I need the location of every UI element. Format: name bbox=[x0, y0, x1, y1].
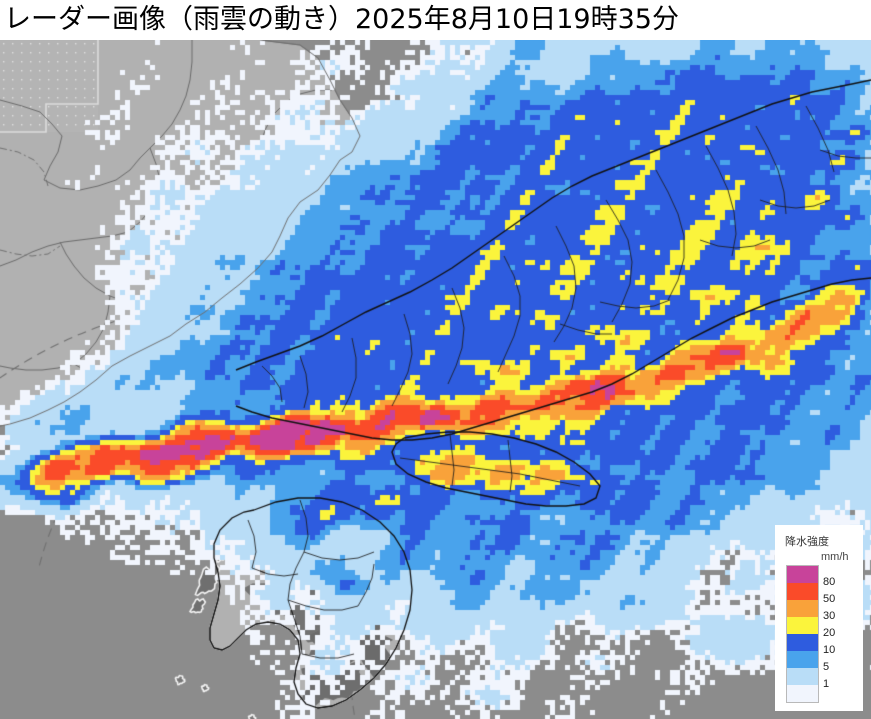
radar-map-canvas[interactable] bbox=[0, 40, 871, 719]
legend-swatch-6 bbox=[787, 668, 818, 685]
legend-swatch-0 bbox=[787, 566, 818, 583]
page-title: レーダー画像（雨雲の動き）2025年8月10日19時35分 bbox=[4, 4, 679, 35]
legend-swatch-1 bbox=[787, 583, 818, 600]
legend-tick-80: 80 bbox=[823, 576, 836, 588]
legend-unit-label: mm/h bbox=[821, 551, 849, 563]
legend-swatch-2 bbox=[787, 600, 818, 617]
legend-swatch-5 bbox=[787, 651, 818, 668]
legend-tick-30: 30 bbox=[823, 610, 836, 622]
legend-tick-1: 1 bbox=[823, 678, 830, 690]
legend-swatch-4 bbox=[787, 634, 818, 651]
legend-color-bar bbox=[786, 565, 819, 703]
legend-tick-50: 50 bbox=[823, 593, 836, 605]
legend-swatch-3 bbox=[787, 617, 818, 634]
legend-title: 降水強度 bbox=[785, 535, 829, 548]
legend-swatch-7 bbox=[787, 685, 818, 702]
legend-tick-10: 10 bbox=[823, 644, 836, 656]
precipitation-legend: 降水強度 mm/h 80 50 30 20 10 5 1 bbox=[775, 525, 863, 711]
legend-tick-20: 20 bbox=[823, 627, 836, 639]
title-bar: レーダー画像（雨雲の動き）2025年8月10日19時35分 bbox=[0, 0, 871, 40]
legend-tick-5: 5 bbox=[823, 661, 830, 673]
